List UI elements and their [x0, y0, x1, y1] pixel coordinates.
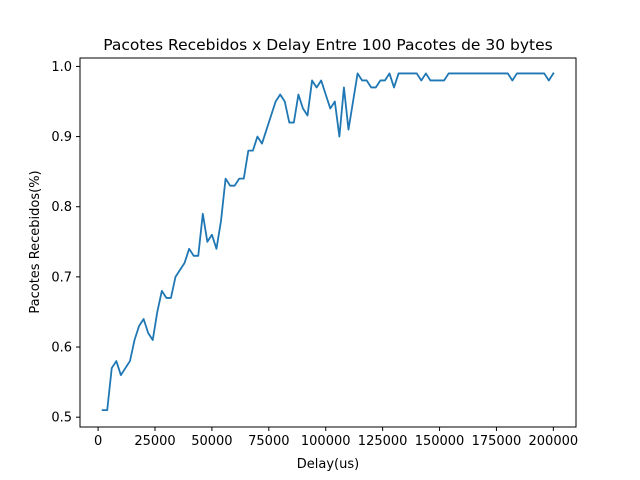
x-tick-label: 50000	[191, 434, 232, 449]
y-tick-label: 0.8	[51, 200, 72, 215]
chart-title: Pacotes Recebidos x Delay Entre 100 Paco…	[103, 36, 553, 54]
x-tick-label: 200000	[529, 434, 579, 449]
y-tick-label: 0.6	[51, 341, 72, 356]
y-tick-label: 0.7	[51, 270, 72, 285]
y-tick-label: 0.5	[51, 411, 72, 426]
x-tick-label: 175000	[472, 434, 522, 449]
x-tick-label: 25000	[134, 434, 175, 449]
y-tick-label: 0.9	[51, 130, 72, 145]
axes-frame	[79, 57, 577, 428]
x-axis-label: Delay(us)	[297, 457, 359, 472]
x-tick-label: 125000	[358, 434, 408, 449]
x-tick-label: 100000	[301, 434, 351, 449]
plot-area: 0 25000 50000 75000 100000 125000 150000 175000…	[51, 57, 578, 449]
series-line	[101, 72, 555, 412]
y-tick-label: 1.0	[51, 60, 72, 75]
x-tick-label: 0	[94, 434, 102, 449]
x-tick-label: 75000	[248, 434, 289, 449]
axis-ticks: 0 25000 50000 75000 100000 125000 150000 175000…	[51, 60, 578, 449]
x-tick-label: 150000	[415, 434, 465, 449]
y-axis-label: Pacotes Recebidos(%)	[28, 170, 43, 313]
